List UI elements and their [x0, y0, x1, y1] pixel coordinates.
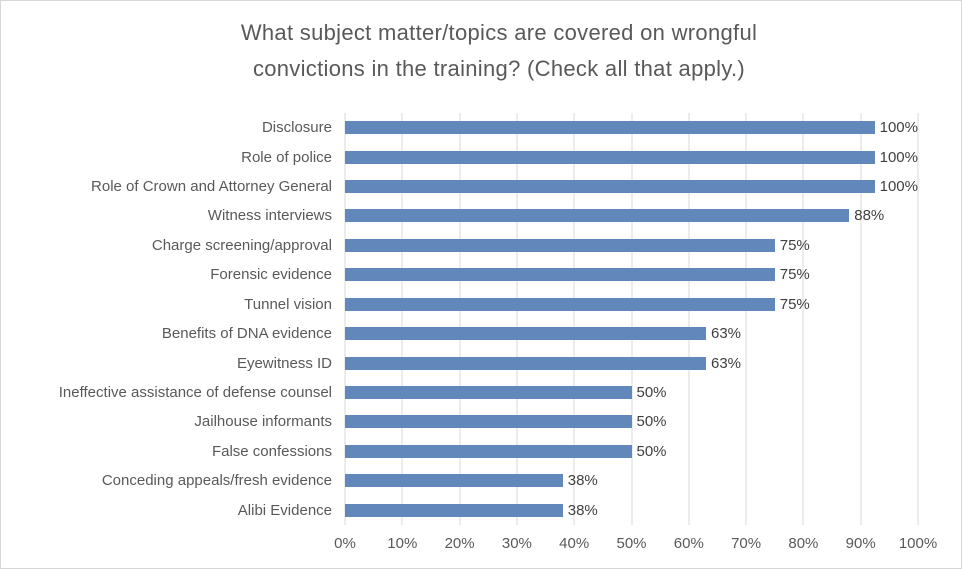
category-label: Alibi Evidence: [237, 501, 332, 519]
x-tick-label: 90%: [845, 535, 876, 552]
data-label: 75%: [779, 266, 810, 284]
bar-row: 75%: [345, 290, 918, 319]
data-label: 50%: [636, 442, 667, 460]
x-tick-label: 30%: [501, 535, 532, 552]
bar-row: 88%: [345, 201, 918, 230]
bar: [345, 209, 850, 223]
bar: [345, 356, 706, 370]
category-label: Eyewitness ID: [236, 354, 332, 372]
gridline: [745, 113, 747, 525]
bar: [345, 268, 775, 282]
category-label: Forensic evidence: [210, 266, 332, 284]
bar-row: 38%: [345, 495, 918, 524]
bar-row: 50%: [345, 378, 918, 407]
gridline: [860, 113, 862, 525]
bar-row: 63%: [345, 319, 918, 348]
category-label: Benefits of DNA evidence: [161, 325, 332, 343]
x-tick-label: 20%: [444, 535, 475, 552]
bar: [345, 238, 775, 252]
category-label: Ineffective assistance of defense counse…: [58, 384, 332, 401]
bar-row: 63%: [345, 348, 918, 377]
data-label: 75%: [779, 295, 810, 313]
x-tick-label: 60%: [673, 535, 704, 552]
bar: [345, 474, 563, 488]
x-tick-label: 10%: [387, 535, 418, 552]
bar-row: 50%: [345, 437, 918, 466]
data-label: 63%: [710, 354, 742, 372]
data-label: 50%: [636, 384, 667, 401]
x-tick-label: 100%: [898, 535, 938, 552]
bar: [345, 297, 775, 311]
gridline: [401, 113, 403, 525]
bar: [345, 180, 875, 194]
gridline: [573, 113, 575, 525]
category-label: Role of Crown and Attorney General: [91, 178, 332, 196]
category-label: Tunnel vision: [244, 295, 332, 313]
gridline: [688, 113, 690, 525]
bar: [345, 503, 563, 517]
category-label: Charge screening/approval: [151, 236, 332, 254]
category-label: False confessions: [211, 442, 332, 460]
data-label: 63%: [710, 325, 742, 343]
x-tick-label: 0%: [334, 535, 356, 552]
category-axis: Disclosure Role of police Role of Crown an…: [1, 113, 332, 525]
chart-title: What subject matter/topics are covered o…: [37, 15, 961, 87]
value-axis: 0% 10% 20% 30% 40% 50% 60% 70% 80% 90% 100%: [334, 535, 937, 557]
bar-row: 100%: [345, 172, 918, 201]
chart-title-line-1: What subject matter/topics are covered o…: [240, 20, 758, 45]
gridline: [459, 113, 461, 525]
chart-title-line-2: convictions in the training? (Check all …: [252, 56, 746, 81]
category-label: Disclosure: [261, 119, 332, 137]
bar-row: 50%: [345, 407, 918, 436]
x-tick-label: 40%: [559, 535, 590, 552]
category-label: Jailhouse informants: [194, 413, 332, 431]
bar-row: 75%: [345, 231, 918, 260]
gridline: [344, 113, 346, 525]
bar-rows: 100% 100% 100% 88% 75% 75% 75% 63% 63% 50% 50% 50% 3…: [345, 113, 918, 525]
x-tick-label: 80%: [788, 535, 819, 552]
x-tick-label: 70%: [731, 535, 762, 552]
gridline: [516, 113, 518, 525]
data-label: 88%: [854, 207, 885, 225]
gridline: [631, 113, 632, 525]
plot-area: 100% 100% 100% 88% 75% 75% 75% 63% 63% 50% 50% 50% 3…: [344, 113, 919, 525]
bar-row: 100%: [345, 113, 918, 142]
category-label: Conceding appeals/fresh evidence: [101, 472, 332, 490]
x-tick-label: 50%: [616, 535, 647, 552]
data-label: 75%: [779, 236, 810, 254]
data-label: 100%: [879, 119, 918, 137]
bar: [345, 327, 706, 341]
gridline: [917, 113, 919, 525]
category-label: Witness interviews: [207, 207, 332, 225]
bar: [345, 386, 632, 399]
bar: [345, 121, 875, 135]
bar-row: 38%: [345, 466, 918, 495]
data-label: 100%: [879, 148, 918, 166]
bar: [345, 150, 875, 164]
bar: [345, 415, 632, 429]
data-label: 100%: [879, 178, 918, 196]
category-label: Role of police: [241, 148, 332, 166]
data-label: 50%: [636, 413, 667, 431]
bar-row: 75%: [345, 260, 918, 289]
data-label: 38%: [567, 472, 598, 490]
bar-row: 100%: [345, 142, 918, 171]
data-label: 38%: [567, 501, 598, 519]
bar: [345, 444, 632, 458]
gridline: [802, 113, 804, 525]
